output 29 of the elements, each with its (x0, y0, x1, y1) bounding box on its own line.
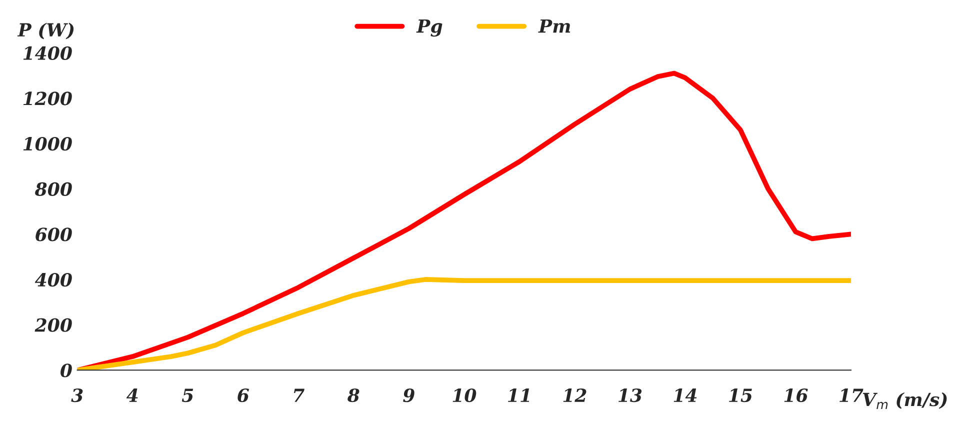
x-tick-label: 8 (348, 388, 360, 402)
x-tick-label: 13 (618, 388, 642, 402)
x-tick-label: 4 (126, 388, 138, 402)
line-series (77, 70, 851, 370)
legend-label: Pg (416, 19, 442, 37)
legend-label: Pm (538, 19, 570, 33)
y-axis-title: P (W) (17, 22, 74, 40)
y-tick-label: 400 (34, 272, 72, 287)
y-tick-label: 1200 (23, 92, 72, 106)
y-tick-label: 1400 (23, 46, 72, 60)
y-tick-label: 0 (60, 364, 72, 378)
line-series (77, 277, 851, 370)
y-tick-label: 800 (35, 182, 72, 196)
x-axis-title: V$_{m}$ (m/s) (862, 392, 947, 410)
x-tick-label: 5 (182, 388, 194, 402)
x-tick-label: 16 (784, 388, 808, 402)
y-tick-label: 200 (34, 318, 72, 332)
x-tick-label: 14 (674, 388, 697, 402)
x-tick-label: 9 (403, 388, 414, 402)
x-tick-label: 11 (508, 388, 530, 402)
x-tick-label: 3 (71, 388, 83, 402)
x-tick-label: 10 (452, 388, 476, 402)
y-tick-label: 600 (36, 228, 72, 242)
y-tick-label: 1000 (23, 136, 72, 151)
x-tick-label: 7 (294, 388, 304, 402)
x-tick-label: 6 (238, 388, 249, 402)
x-tick-label: 12 (563, 388, 586, 402)
x-tick-label: 15 (729, 388, 752, 402)
x-tick-label: 17 (840, 388, 864, 402)
